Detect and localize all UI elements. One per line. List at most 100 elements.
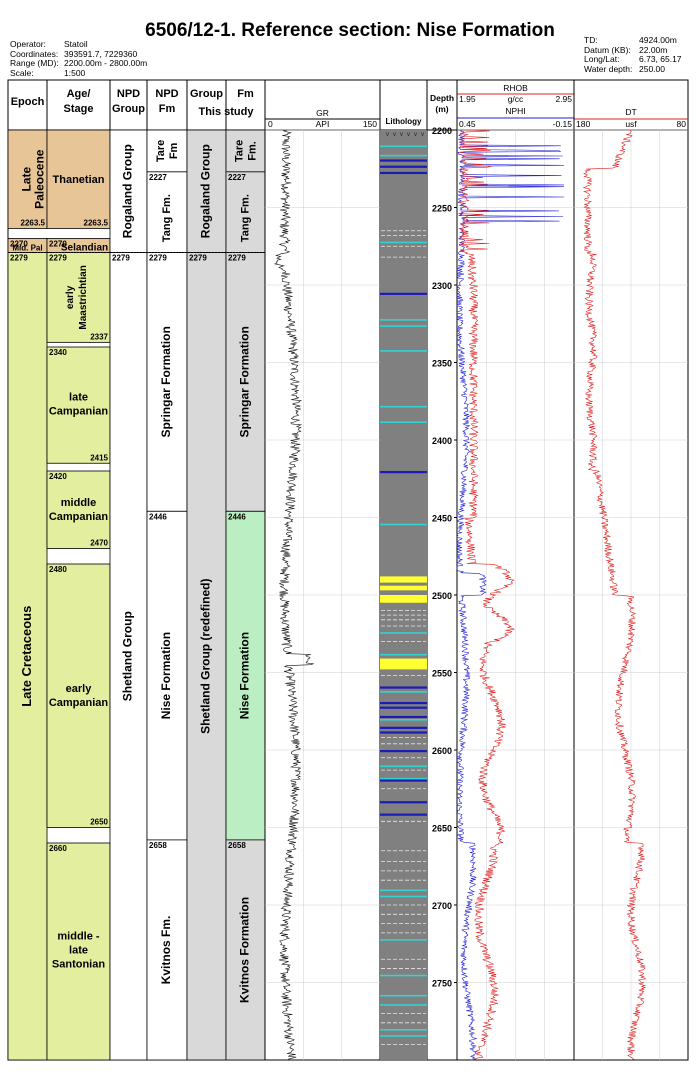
npd-fm-tare-2: Fm [168, 142, 180, 159]
lithology-cyan-bed [380, 325, 427, 327]
lithology-cyan-bed [380, 319, 427, 321]
interval-top-depth: 2446 [149, 512, 167, 521]
header-dt-unit: usf [625, 119, 637, 129]
interval-box [46, 252, 111, 343]
gr-curve [273, 129, 315, 1061]
interval-box [46, 470, 111, 549]
interval-top-depth: 2480 [49, 565, 67, 574]
lithology-cyan-bed [380, 994, 427, 997]
interval-top-depth: 2279 [149, 253, 167, 262]
fm-tare-1: Tare [233, 140, 245, 162]
lithology-blue-bed [380, 701, 427, 705]
well-metadata-right: TD: 4924.00m Datum (KB): 22.00m Long/Lat: 6.7… [584, 35, 699, 74]
npd-fm-tang: Tang Fm. [161, 194, 173, 242]
dt-curve [582, 129, 647, 1061]
lithology-blue-bed [380, 171, 427, 175]
interval-base-depth: 2263.5 [84, 218, 109, 227]
depth-tick-label: 2300 [432, 281, 452, 291]
stage-santonian-3: Santonian [52, 959, 105, 971]
lithology-cyan-bed [380, 154, 427, 157]
interval-top-depth: 2279 [10, 253, 28, 262]
fm-springar: Springar Formation [238, 326, 252, 437]
header-gr-min: 0 [268, 119, 273, 129]
interval-base-depth: 2470 [90, 539, 108, 548]
lithology-cyan-bed [380, 889, 427, 892]
rhob-curve [458, 129, 515, 1061]
depth-tick-label: 2700 [432, 901, 452, 911]
group-rogaland: Rogaland Group [199, 144, 213, 238]
interval-top-depth: 2340 [49, 348, 67, 357]
epoch-label-paleocene: Paleocene [33, 149, 47, 209]
interval-box [7, 252, 48, 1061]
metadata-value: 6.73, 65.17 [639, 54, 682, 64]
stage-early-campanian-1: early [66, 683, 93, 695]
header-npd-fm-2: Fm [159, 103, 176, 115]
metadata-value: 22.00m [639, 44, 668, 55]
header-dt: DT [625, 107, 636, 117]
lithology-cyan-bed [380, 1035, 427, 1037]
lithology-cyan-bed [380, 939, 427, 941]
metadata-value: 250.00 [639, 63, 665, 74]
stage-thanetian: Thanetian [53, 174, 105, 186]
lithology-v-mark: v [400, 132, 403, 138]
interval-top-depth: 2279 [112, 253, 130, 262]
metadata-key: Scale: [10, 67, 34, 78]
interval-box [46, 842, 111, 1061]
lithology-v-mark: v [386, 132, 389, 138]
interval-box [225, 252, 266, 512]
lithology-cyan-bed [380, 145, 427, 148]
epoch-label-late-cretaceous: Late Cretaceous [19, 606, 34, 707]
interval-top-depth: 2270 [49, 240, 67, 249]
lithology-sand-bed [380, 576, 427, 583]
header-fm: Fm [237, 88, 254, 100]
npd-fm-tare-1: Tare [155, 140, 167, 162]
lithology-blue-bed [380, 731, 427, 734]
metadata-key: TD: [584, 35, 598, 45]
stage-late-campanian-1: late [69, 391, 88, 403]
lithology-cyan-bed [380, 405, 427, 408]
interval-box [225, 510, 266, 841]
lithology-blue-bed [380, 726, 427, 729]
depth-tick-label: 2550 [432, 669, 452, 679]
lithology-blue-bed [380, 801, 427, 804]
group-shetland-redefined: Shetland Group (redefined) [199, 579, 213, 734]
metadata-row: Operator: Statoil [10, 39, 210, 50]
interval-top-depth: 2227 [149, 173, 167, 182]
interval-box [146, 252, 188, 512]
interval-box [7, 129, 48, 229]
header-nphi: NPHI [505, 106, 525, 116]
lithology-blue-bed [380, 715, 427, 719]
header-rhob: RHOB [503, 83, 528, 93]
npd-fm-kvitnos: Kvitnos Fm. [159, 916, 173, 985]
header-age: Age/ [67, 88, 91, 100]
lithology-blue-bed [380, 165, 427, 168]
metadata-row: Scale: 1:500 [10, 67, 210, 79]
header-depth: Depth [430, 93, 454, 103]
stage-middle-campanian-2: Campanian [49, 511, 109, 523]
lithology-v-mark: v [414, 132, 417, 138]
lithology-cyan-bed [380, 777, 427, 780]
lithology-v-mark: v [407, 132, 410, 138]
metadata-key: Water depth: [584, 63, 633, 74]
metadata-row: Datum (KB): 22.00m [584, 44, 699, 56]
lithology-blue-bed [380, 750, 427, 753]
interval-box [146, 839, 188, 1061]
lithology-v-mark: v [393, 132, 396, 138]
header-nphi-max: -0.15 [553, 119, 573, 129]
header-depth-unit: (m) [435, 104, 448, 114]
fm-tang: Tang Fm. [239, 194, 251, 242]
stage-early-maastrichtian-2: Maastrichtian [78, 265, 89, 329]
interval-base-depth: 2650 [90, 818, 108, 827]
depth-tick-label: 2600 [432, 746, 452, 756]
interval-base-depth: 2337 [90, 332, 108, 341]
npd-fm-springar: Springar Formation [159, 326, 173, 437]
interval-base-depth: 2415 [90, 453, 108, 462]
lithology-cyan-bed [380, 241, 427, 244]
interval-box [109, 252, 148, 1061]
lithology-cyan-bed [380, 1029, 427, 1031]
lithology-sand-bed [380, 658, 427, 670]
interval-top-depth: 2446 [228, 512, 246, 521]
lithology-blue-bed [380, 686, 427, 689]
depth-tick-label: 2250 [432, 204, 452, 214]
